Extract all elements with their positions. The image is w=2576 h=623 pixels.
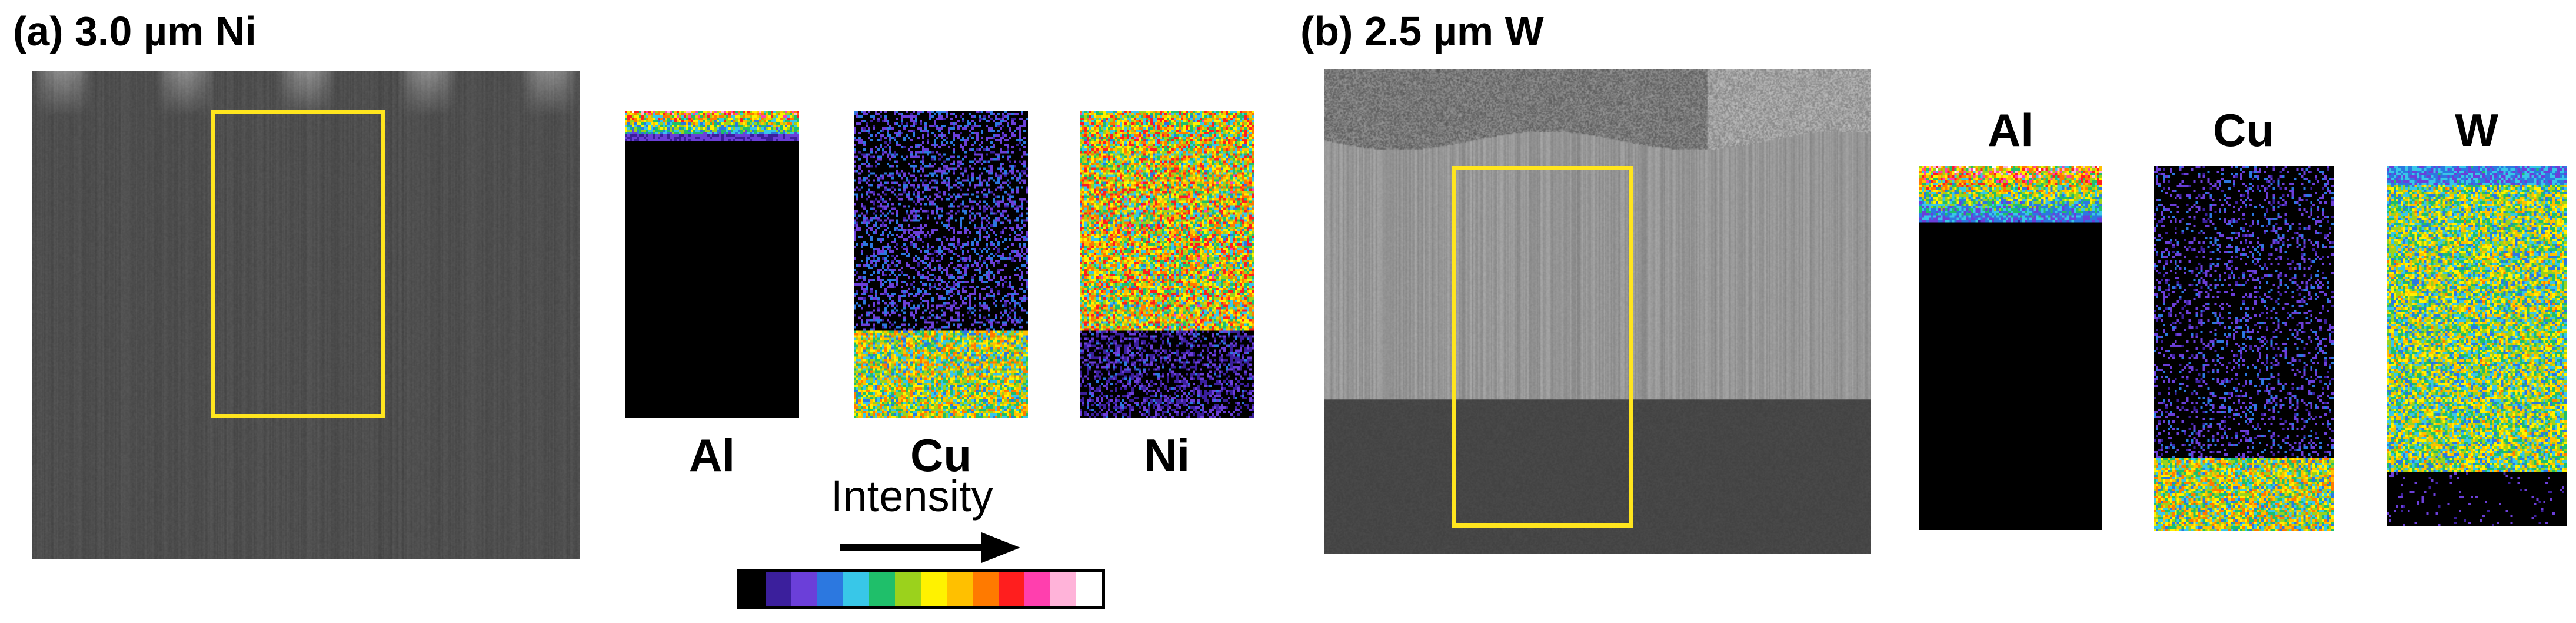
colorbar-swatch [1050,572,1076,606]
panel-a-al-label: Al [689,429,735,481]
panel-b-w-map [2387,166,2567,526]
panel-a-al-map [625,111,799,418]
panel-a-ni-map [1080,111,1254,418]
panel-b-sem-image [1324,69,1871,554]
panel-a-cu-map [854,111,1028,418]
panel-a-cu-label: Cu [910,429,971,481]
colorbar-swatch [740,572,766,606]
panel-a-ni-label: Ni [1144,429,1190,481]
intensity-label: Intensity [831,472,993,521]
panel-a-roi-box [211,110,385,418]
colorbar-swatch [921,572,947,606]
panel-a-sem-image [32,71,580,559]
colorbar-swatch [1076,572,1102,606]
panel-b-al-label: Al [1988,104,2033,156]
colorbar-swatch [869,572,895,606]
panel-b-roi-box [1452,166,1633,528]
colorbar-swatch [817,572,843,606]
colorbar-swatch [791,572,817,606]
colorbar-swatch [999,572,1024,606]
colorbar-swatch [843,572,869,606]
panel-b-title: (b) 2.5 µm W [1300,8,1544,54]
intensity-arrow-icon [840,532,1020,563]
panel-b-w-label: W [2455,104,2498,156]
colorbar-swatch [1024,572,1050,606]
colorbar-swatch [766,572,791,606]
colorbar-swatch [947,572,973,606]
panel-b-al-map [1919,166,2102,530]
intensity-colorbar [737,569,1105,609]
colorbar-swatch [973,572,999,606]
panel-a-title: (a) 3.0 µm Ni [13,8,257,54]
panel-b-cu-map [2154,166,2334,531]
panel-b-cu-label: Cu [2213,104,2274,156]
colorbar-swatch [895,572,921,606]
